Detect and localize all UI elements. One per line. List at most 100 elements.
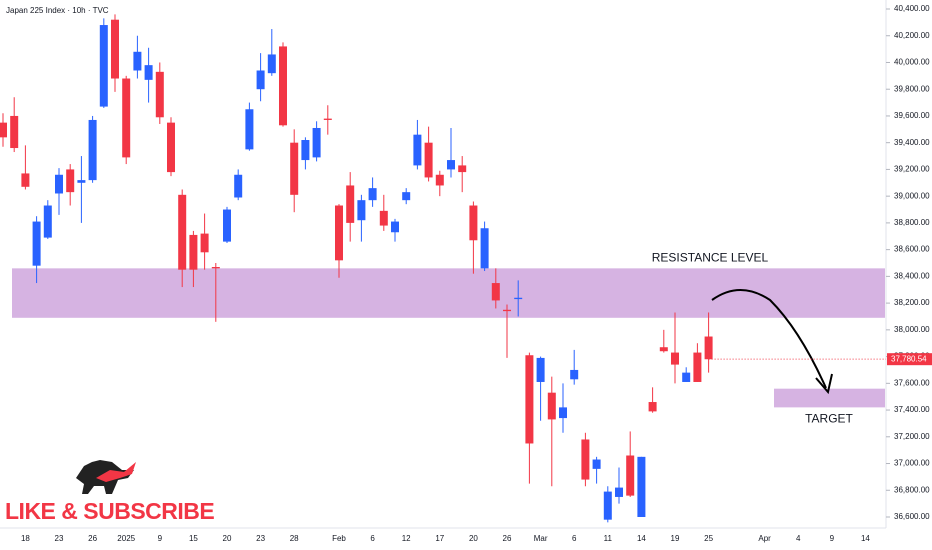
x-tick-label: 26 bbox=[88, 534, 97, 543]
candle-body bbox=[301, 140, 310, 161]
x-tick-label: Feb bbox=[332, 534, 346, 543]
x-tick-label: 15 bbox=[189, 534, 198, 543]
arrow-head bbox=[815, 373, 833, 395]
x-tick-label: 19 bbox=[671, 534, 680, 543]
candle-body bbox=[346, 185, 355, 223]
candle-body bbox=[447, 160, 455, 170]
logo-text: LIKE & SUBSCRIBE bbox=[5, 498, 214, 524]
y-tick-label: 39,200.00 bbox=[894, 165, 930, 174]
x-tick-label: 9 bbox=[158, 534, 163, 543]
y-tick-label: 40,400.00 bbox=[894, 4, 930, 13]
x-tick-label: 18 bbox=[21, 534, 30, 543]
x-tick-label: 20 bbox=[223, 534, 232, 543]
zone-label: RESISTANCE LEVEL bbox=[652, 251, 769, 265]
candle-body bbox=[279, 46, 287, 126]
candle-body bbox=[368, 188, 377, 201]
last-price-label: 37,780.54 bbox=[891, 354, 927, 363]
zone bbox=[12, 268, 885, 318]
candle-body bbox=[155, 71, 164, 118]
y-tick-label: 40,000.00 bbox=[894, 58, 930, 67]
y-tick-label: 39,800.00 bbox=[894, 84, 930, 93]
x-tick-label: Mar bbox=[534, 534, 548, 543]
x-tick-label: 2025 bbox=[117, 534, 135, 543]
candle-body bbox=[379, 210, 388, 226]
candle-body bbox=[615, 487, 623, 497]
x-tick-label: 6 bbox=[370, 534, 375, 543]
y-tick-label: 36,800.00 bbox=[894, 485, 930, 494]
candle-body bbox=[592, 459, 601, 469]
x-tick-label: 6 bbox=[572, 534, 577, 543]
candle-body bbox=[335, 205, 343, 261]
candle-body bbox=[133, 51, 142, 71]
candle-body bbox=[648, 402, 657, 412]
candle-body bbox=[491, 283, 500, 301]
candle-body bbox=[323, 118, 332, 120]
y-tick-label: 38,200.00 bbox=[894, 298, 930, 307]
candle-body bbox=[357, 200, 366, 221]
candle-body bbox=[167, 122, 175, 173]
candle-body bbox=[637, 456, 646, 517]
candle-body bbox=[469, 205, 478, 241]
bull-arrow bbox=[96, 462, 136, 482]
zone-label: TARGET bbox=[805, 412, 853, 426]
candle-body bbox=[413, 134, 422, 166]
candle-body bbox=[603, 491, 612, 520]
x-tick-label: 26 bbox=[503, 534, 512, 543]
candle-body bbox=[536, 357, 545, 382]
x-tick-label: 9 bbox=[830, 534, 835, 543]
y-tick-label: 37,600.00 bbox=[894, 378, 930, 387]
candle-body bbox=[211, 267, 220, 269]
candle-body bbox=[32, 221, 41, 266]
y-tick-label: 37,400.00 bbox=[894, 405, 930, 414]
x-tick-label: Apr bbox=[758, 534, 771, 543]
candle-body bbox=[402, 192, 411, 201]
candle-body bbox=[77, 180, 86, 183]
candle-body bbox=[144, 65, 153, 80]
candle-body bbox=[43, 205, 52, 238]
x-tick-label: 17 bbox=[435, 534, 444, 543]
candle-body bbox=[693, 352, 702, 382]
candle-body bbox=[0, 122, 7, 138]
candle-body bbox=[671, 352, 679, 365]
x-tick-label: 14 bbox=[861, 534, 870, 543]
candle-body bbox=[659, 347, 668, 352]
candle-body bbox=[514, 297, 523, 300]
candle-body bbox=[503, 309, 511, 312]
y-tick-label: 36,600.00 bbox=[894, 512, 930, 521]
candle-body bbox=[547, 392, 556, 420]
candle-body bbox=[122, 78, 131, 158]
x-tick-label: 23 bbox=[55, 534, 64, 543]
candle-body bbox=[435, 174, 444, 186]
logo bbox=[76, 460, 136, 494]
candle-body bbox=[626, 455, 635, 496]
candle-body bbox=[200, 233, 209, 253]
y-tick-label: 37,000.00 bbox=[894, 459, 930, 468]
y-tick-label: 38,000.00 bbox=[894, 325, 930, 334]
candle-body bbox=[189, 234, 198, 270]
x-tick-label: 14 bbox=[637, 534, 646, 543]
y-tick-label: 39,000.00 bbox=[894, 191, 930, 200]
candle-body bbox=[682, 372, 691, 382]
candle-body bbox=[178, 194, 187, 270]
candle-body bbox=[424, 142, 433, 178]
candle-body bbox=[111, 19, 119, 79]
y-tick-label: 40,200.00 bbox=[894, 31, 930, 40]
y-tick-label: 39,600.00 bbox=[894, 111, 930, 120]
y-tick-label: 38,400.00 bbox=[894, 271, 930, 280]
candle-body bbox=[312, 127, 321, 158]
candle-body bbox=[99, 25, 108, 107]
y-tick-label: 37,200.00 bbox=[894, 432, 930, 441]
y-tick-label: 39,400.00 bbox=[894, 138, 930, 147]
candle-body bbox=[10, 115, 19, 149]
candle-body bbox=[391, 221, 399, 233]
candle-body bbox=[55, 174, 63, 194]
candle-body bbox=[581, 439, 590, 480]
candle-body bbox=[88, 119, 97, 181]
candle-body bbox=[458, 165, 467, 173]
zone bbox=[774, 388, 885, 408]
x-tick-label: 12 bbox=[402, 534, 411, 543]
candle-body bbox=[245, 109, 254, 150]
projection-arrow bbox=[711, 289, 827, 389]
candle-body bbox=[290, 142, 299, 195]
